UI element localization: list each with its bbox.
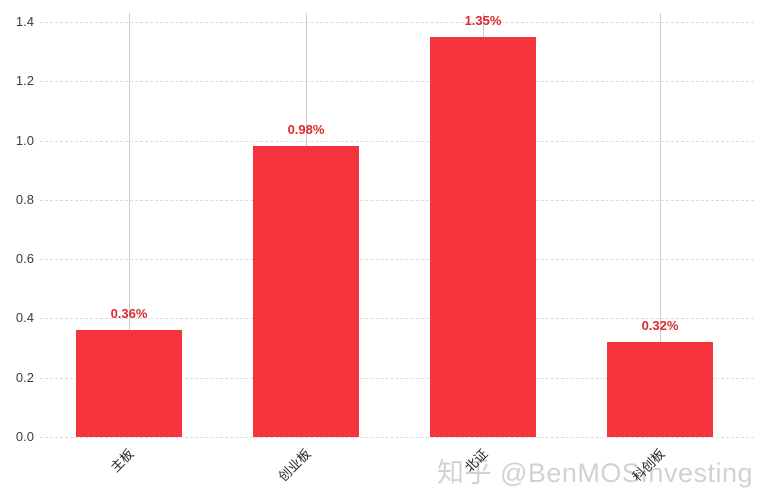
y-gridline xyxy=(40,199,754,201)
bar-value-label: 0.36% xyxy=(110,306,148,322)
y-gridline xyxy=(40,377,754,379)
y-axis-tick-label: 0.2 xyxy=(15,369,34,385)
y-gridline xyxy=(40,318,754,320)
bar-科创板 xyxy=(607,342,713,437)
y-axis-tick-label: 0.6 xyxy=(15,251,34,267)
category-vertical-gridline xyxy=(659,13,661,437)
bar-创业板 xyxy=(253,146,359,437)
bar-主板 xyxy=(76,330,182,437)
bar-value-label: 1.35% xyxy=(464,12,502,28)
y-axis-tick-label: 0.0 xyxy=(15,429,34,444)
y-axis-tick-label: 0.4 xyxy=(15,310,34,326)
y-gridline xyxy=(40,437,754,438)
y-axis-tick-label: 1.0 xyxy=(15,132,34,148)
y-gridline xyxy=(40,21,754,23)
y-axis-tick-label: 0.8 xyxy=(15,191,34,207)
bar-value-label: 0.32% xyxy=(641,318,679,334)
bar-北证 xyxy=(430,36,536,437)
y-gridline xyxy=(40,259,754,261)
watermark-text: 知乎 @BenMOSInvesting xyxy=(436,458,753,488)
x-axis-category-label: 创业板 xyxy=(275,446,314,485)
y-gridline xyxy=(40,81,754,83)
y-axis-tick-label: 1.2 xyxy=(15,73,34,89)
x-axis-category-label: 主板 xyxy=(107,446,137,476)
y-axis-tick-label: 1.4 xyxy=(15,13,34,29)
bar-value-label: 0.98% xyxy=(287,122,325,138)
y-gridline xyxy=(40,140,754,142)
category-vertical-gridline xyxy=(128,13,130,437)
